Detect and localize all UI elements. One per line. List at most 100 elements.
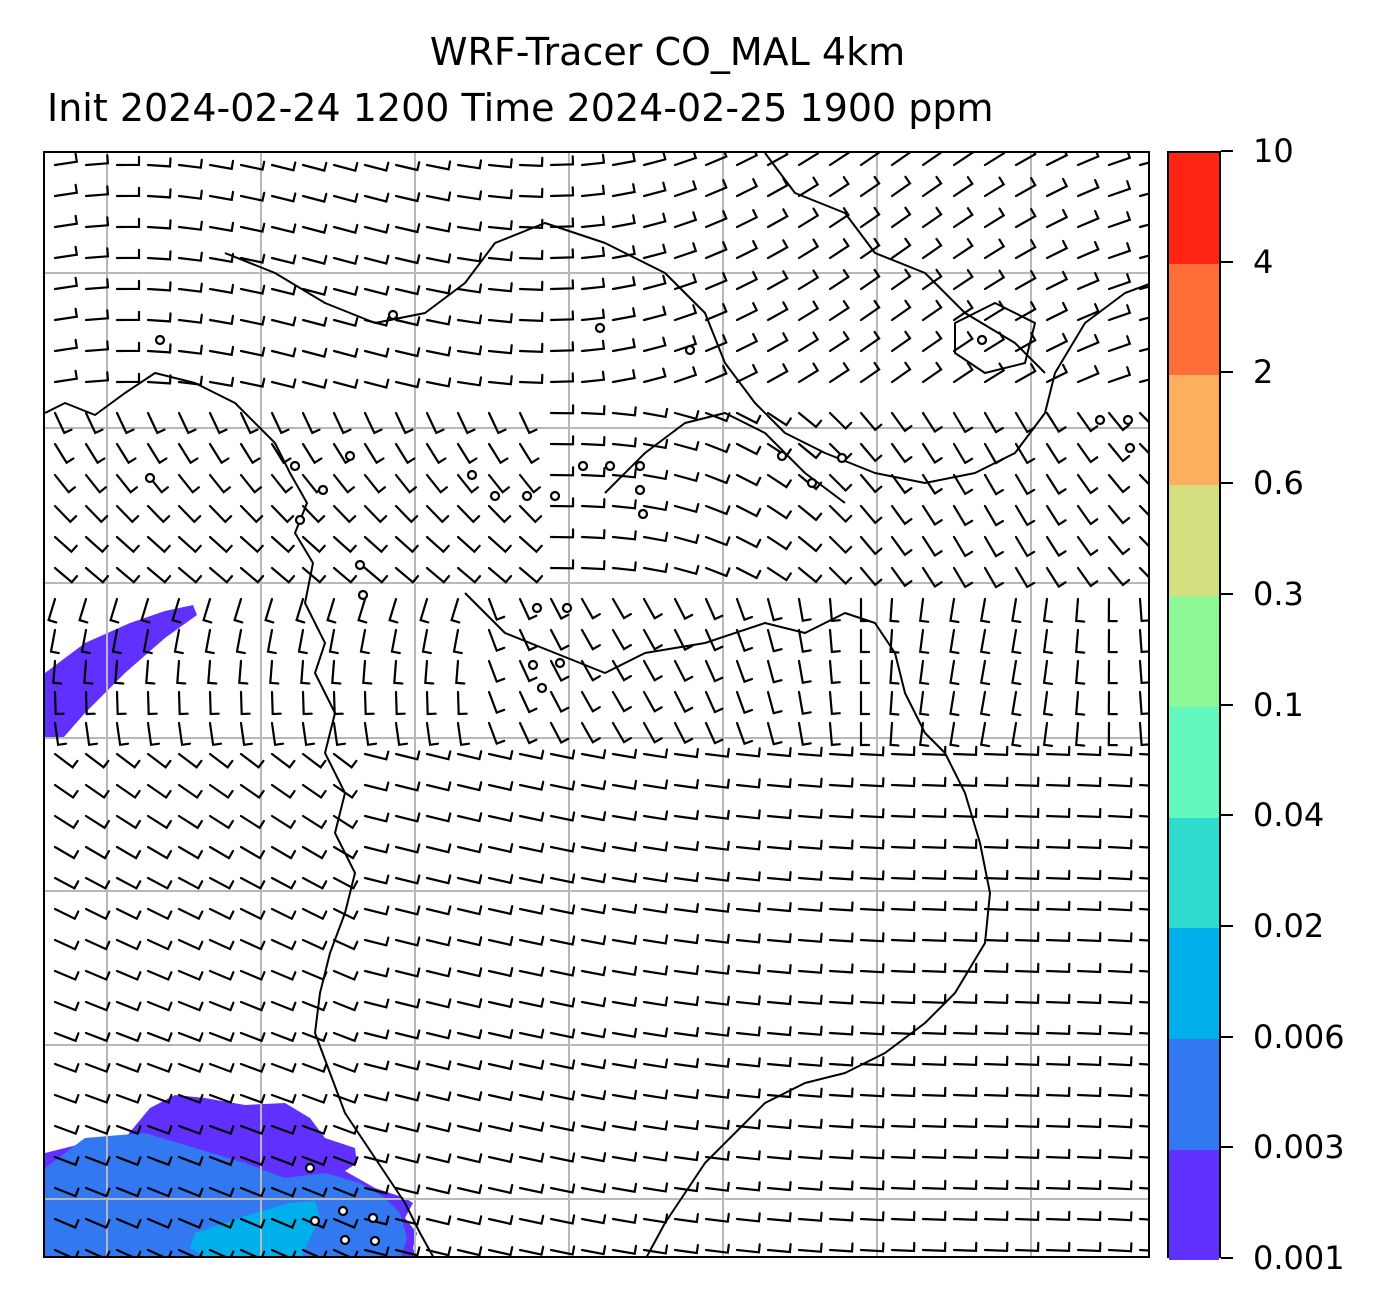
wind-barb xyxy=(363,781,390,792)
wind-barb xyxy=(766,840,792,851)
wind-barb xyxy=(735,442,762,456)
wind-barb xyxy=(1011,690,1022,717)
wind-barb xyxy=(1011,628,1022,655)
wind-barb xyxy=(1138,535,1148,547)
wind-barb xyxy=(332,473,355,494)
wind-barb xyxy=(177,251,203,262)
wind-barb xyxy=(456,1091,483,1102)
wind-barb xyxy=(171,597,182,624)
wind-barb xyxy=(983,1086,1009,1097)
colorbar-tick xyxy=(1221,592,1233,595)
wind-barb xyxy=(53,504,78,524)
wind-barb xyxy=(301,690,313,716)
wind-barb xyxy=(549,248,575,260)
wind-barb xyxy=(549,1028,576,1039)
wind-barb xyxy=(1045,1241,1071,1253)
wind-barb xyxy=(828,746,854,757)
wind-barb xyxy=(332,1093,359,1104)
wind-barb xyxy=(394,504,419,524)
wind-barb xyxy=(797,153,820,167)
wind-barb xyxy=(549,559,575,570)
wind-barb xyxy=(797,994,823,1005)
wind-barb xyxy=(1138,721,1148,747)
wind-barb xyxy=(1045,442,1067,465)
wind-barb xyxy=(766,871,792,882)
wind-barb xyxy=(518,1152,545,1163)
wind-barb xyxy=(270,876,297,890)
wind-barb xyxy=(673,534,700,545)
wind-barb xyxy=(270,1093,297,1104)
wind-barb xyxy=(518,1028,545,1039)
wind-barb xyxy=(53,969,80,981)
wind-barb xyxy=(239,1124,266,1136)
wind-barb xyxy=(518,1214,545,1225)
wind-barb xyxy=(301,347,328,358)
wind-barb xyxy=(363,473,386,494)
wind-barb xyxy=(1138,1093,1148,1097)
wind-barb xyxy=(580,1152,607,1163)
wind-barb xyxy=(177,158,203,169)
wind-barb xyxy=(239,566,265,584)
coastline-northeast xyxy=(764,153,1046,374)
wind-barb xyxy=(952,269,974,291)
wind-barb xyxy=(797,659,812,684)
wind-barb xyxy=(1107,1087,1133,1098)
wind-barb xyxy=(177,535,202,554)
plume-west-coast xyxy=(45,605,197,738)
wind-barb xyxy=(580,690,601,713)
wind-barb xyxy=(1107,932,1133,943)
wind-barb xyxy=(1138,316,1148,322)
wind-barb xyxy=(84,247,110,260)
wind-barb xyxy=(363,223,390,234)
wind-barb xyxy=(735,364,759,384)
wind-barb xyxy=(301,316,328,327)
wind-barb xyxy=(239,284,266,295)
wind-barb xyxy=(177,814,203,830)
wind-barb xyxy=(394,874,421,885)
wind-barb xyxy=(766,1243,792,1254)
wind-barb xyxy=(921,299,943,322)
wind-barb xyxy=(1138,1155,1148,1159)
wind-barb xyxy=(1076,838,1102,850)
coastlines xyxy=(45,153,1148,1256)
wind-barb xyxy=(642,1058,669,1069)
wind-barb xyxy=(487,442,509,465)
wind-barb xyxy=(425,346,452,357)
wind-barb xyxy=(332,721,347,747)
wind-barb xyxy=(394,1029,421,1040)
wind-barb xyxy=(1014,1241,1040,1252)
wind-barb xyxy=(859,153,881,167)
wind-barb xyxy=(452,628,463,655)
calm-wind-circle xyxy=(577,460,589,472)
wind-barb xyxy=(611,810,638,821)
wind-barb xyxy=(1014,363,1037,384)
wind-barb xyxy=(580,277,606,291)
wind-barb xyxy=(363,1060,390,1071)
wind-barb xyxy=(177,1186,204,1198)
wind-barb xyxy=(797,721,812,746)
wind-barb xyxy=(797,746,823,757)
wind-barb xyxy=(952,962,978,973)
wind-barb xyxy=(518,904,545,915)
wind-barb xyxy=(1107,1056,1133,1067)
wind-barb xyxy=(1076,365,1100,384)
wind-barb xyxy=(84,340,110,353)
wind-barb xyxy=(1138,1248,1148,1252)
wind-barb xyxy=(332,535,357,554)
wind-barb xyxy=(704,411,731,423)
wind-barb xyxy=(642,1151,669,1162)
wind-barb xyxy=(766,566,792,582)
wind-barb xyxy=(239,938,266,951)
wind-barb xyxy=(177,845,204,860)
wind-barb xyxy=(53,938,80,951)
wind-barb xyxy=(239,1248,266,1256)
wind-barb xyxy=(979,659,991,686)
wind-barb xyxy=(921,1241,947,1253)
calm-wind-circle xyxy=(1094,414,1106,426)
colorbar-tick-label: 0.04 xyxy=(1253,796,1325,835)
wind-barb xyxy=(983,442,1004,465)
wind-barb xyxy=(859,1242,885,1253)
wind-barb xyxy=(580,628,601,651)
wind-barb xyxy=(115,1000,142,1012)
wind-barb xyxy=(1045,153,1069,167)
